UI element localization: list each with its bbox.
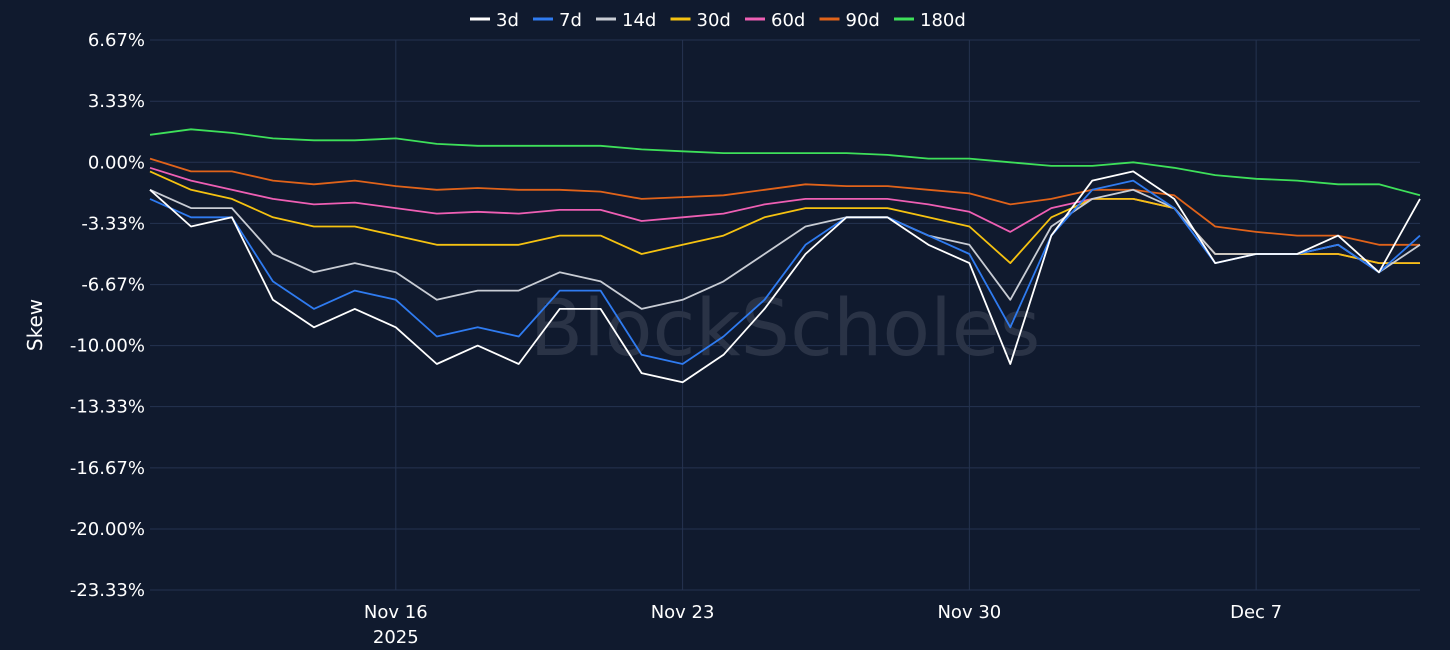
legend-label-30d: 30d [697,10,731,31]
y-axis-title: Skew [23,299,47,351]
x-tick-label: Nov 30 [937,602,1001,623]
y-tick-label: -23.33% [70,580,145,601]
x-tick-label: Dec 7 [1230,602,1282,623]
legend: 3d 7d 14d 30d 60d 90d 180d [470,10,966,31]
x-tick-label: Nov 16 [364,602,428,623]
y-tick-label: -10.00% [70,336,145,357]
legend-label-14d: 14d [622,10,656,31]
y-tick-label: -6.67% [81,275,145,296]
y-tick-label: -20.00% [70,519,145,540]
y-tick-label: 0.00% [88,152,145,173]
x-tick-sublabel: 2025 [373,627,419,648]
y-axis-ticks: 6.67% 3.33% 0.00% -3.33% -6.67% -10.00% -13.33… [70,30,145,601]
y-tick-label: 6.67% [88,30,145,51]
legend-label-3d: 3d [496,10,519,31]
legend-label-180d: 180d [920,10,966,31]
y-tick-label: -13.33% [70,397,145,418]
legend-label-60d: 60d [771,10,805,31]
series-line-30d [150,171,1420,263]
legend-label-90d: 90d [846,10,880,31]
y-tick-label: -3.33% [81,213,145,234]
legend-label-7d: 7d [559,10,582,31]
x-tick-label: Nov 23 [651,602,715,623]
y-tick-label: 3.33% [88,91,145,112]
y-tick-label: -16.67% [70,458,145,479]
x-axis-ticks: Nov 16 2025 Nov 23 Nov 30 Dec 7 [364,602,1282,648]
watermark-logo: BlockScholes [530,284,1041,374]
